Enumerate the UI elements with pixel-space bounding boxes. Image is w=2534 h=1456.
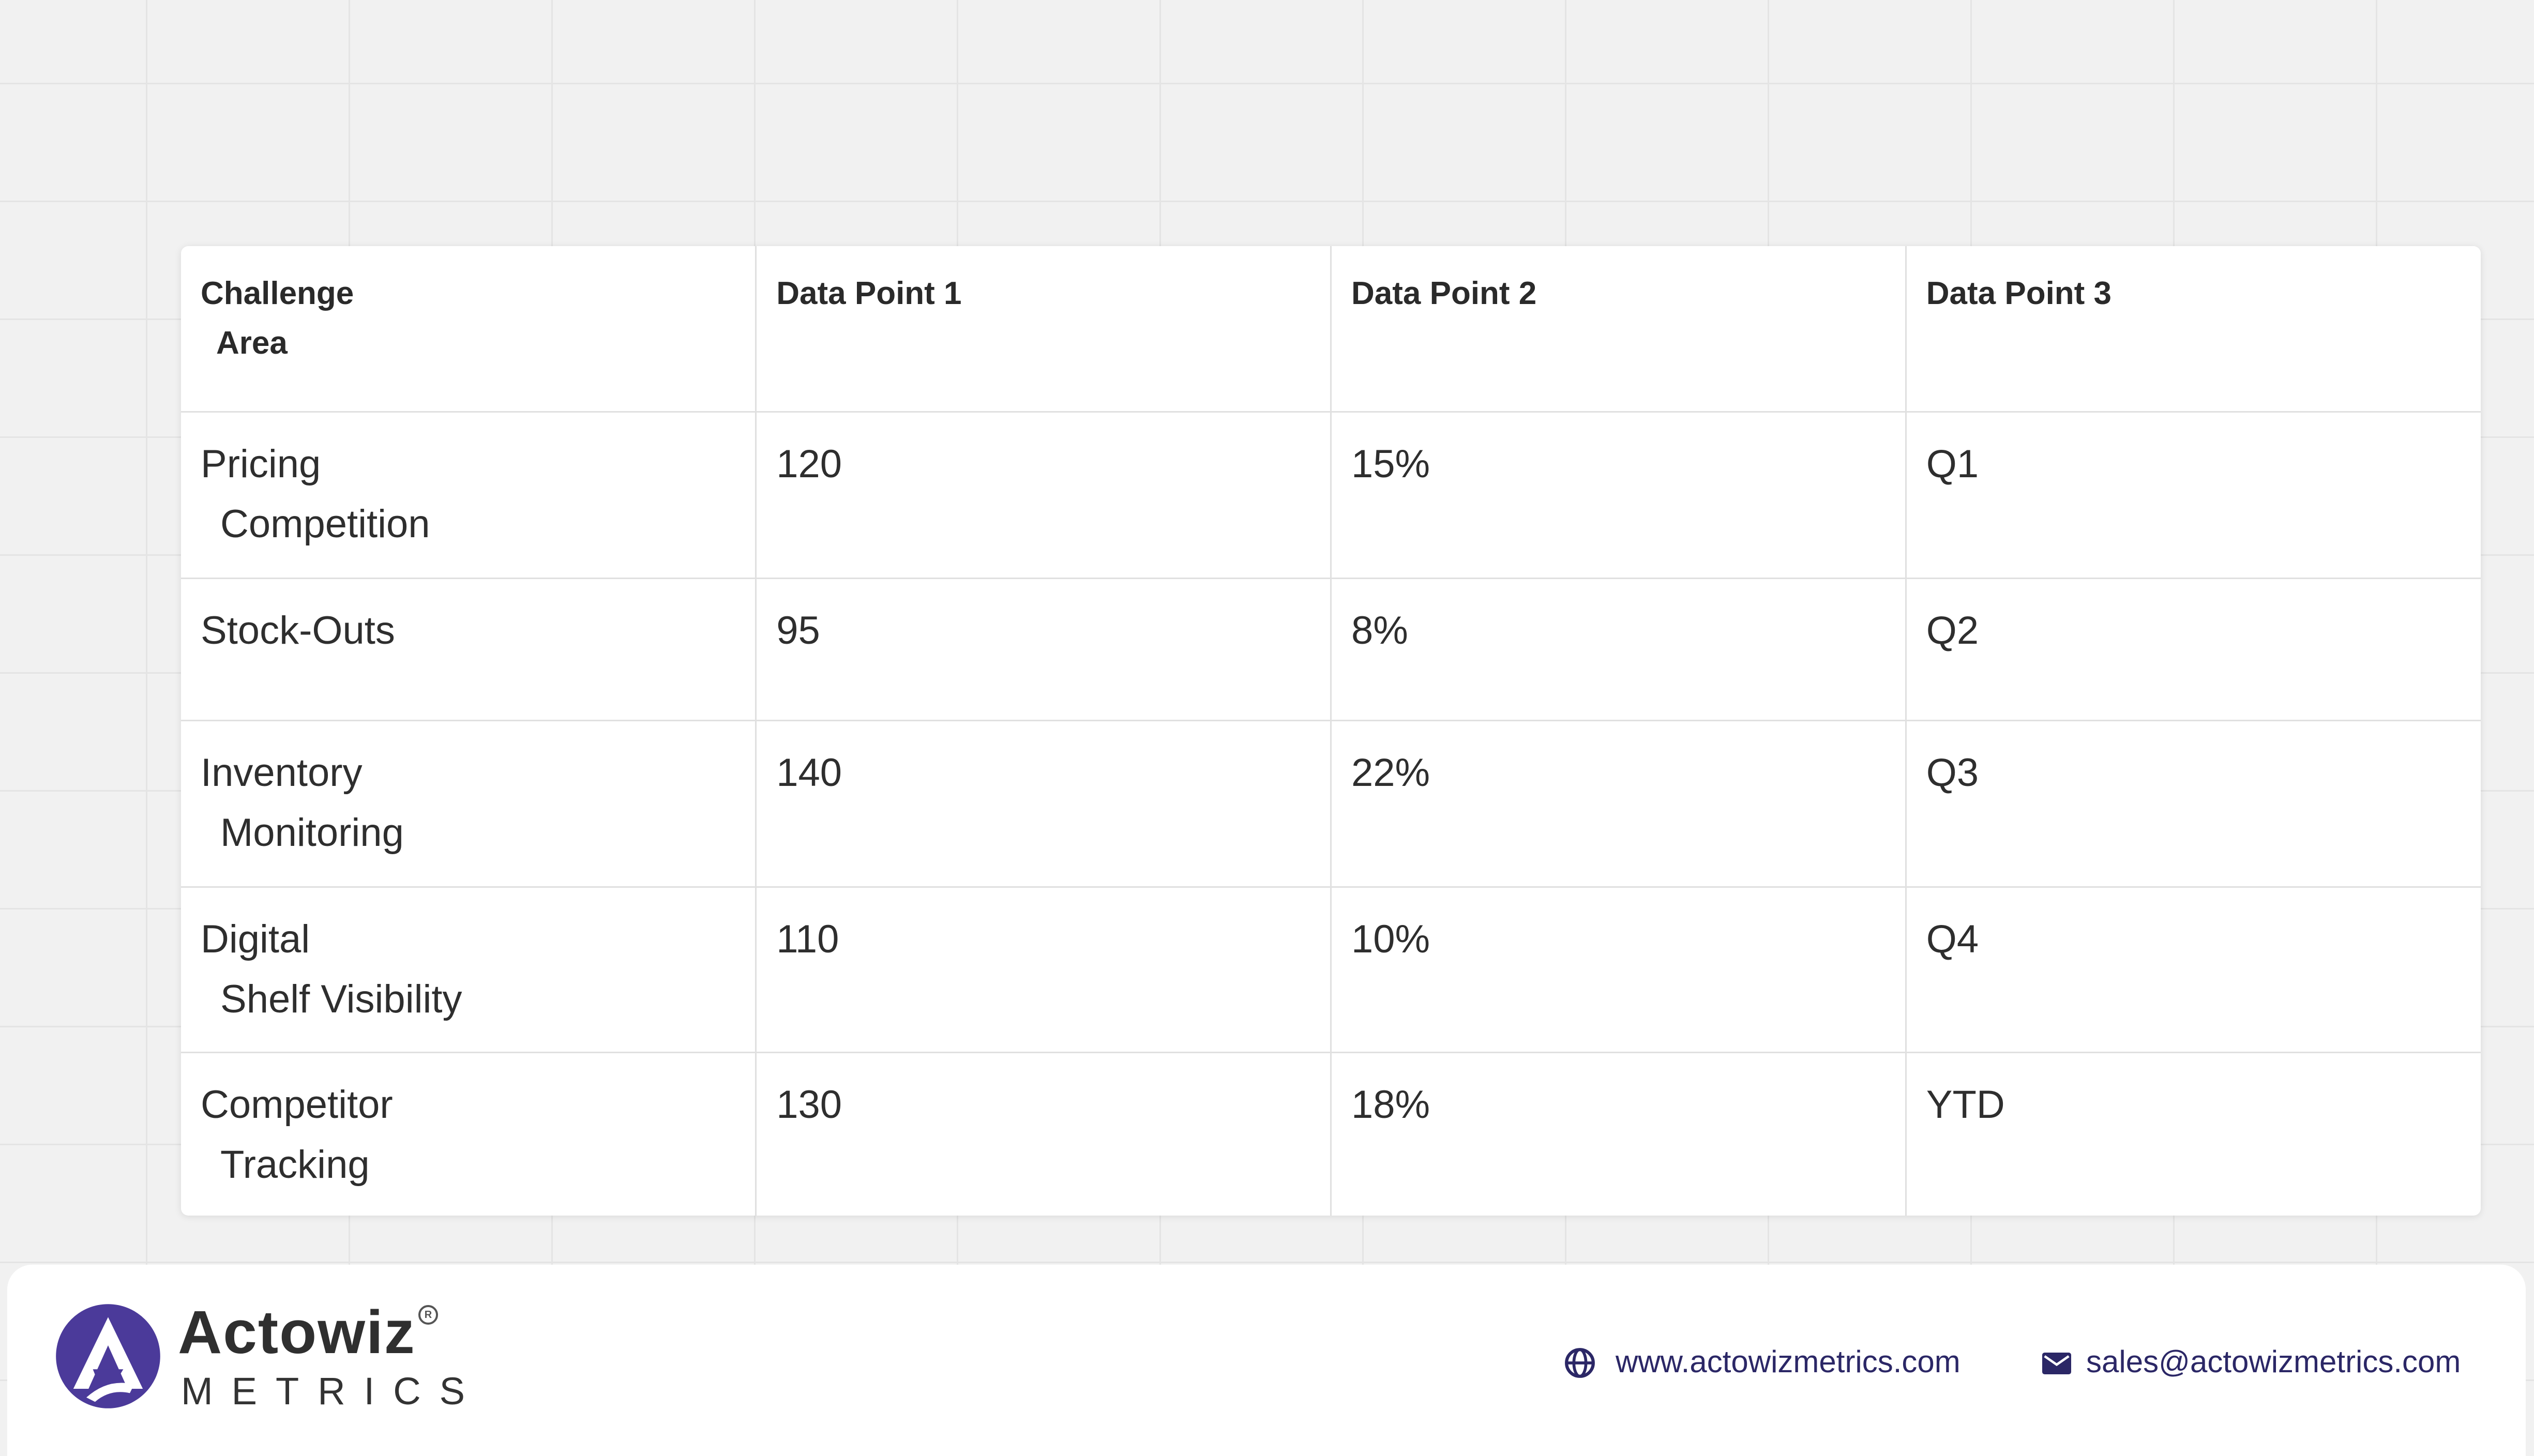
cell-challenge-area: Stock-Outs — [181, 578, 757, 721]
area-line: Tracking — [220, 1142, 370, 1187]
cell-data-point-2: 8% — [1331, 578, 1907, 721]
header-label: Area — [216, 325, 288, 361]
cell-data-point-1: 130 — [756, 1052, 1332, 1216]
header-challenge-area: Challenge Area — [181, 246, 757, 413]
table-row: Inventory Monitoring 140 22% Q3 — [181, 720, 2481, 888]
area-line: Competition — [220, 502, 430, 546]
brand-subtitle: METRICS — [181, 1370, 484, 1413]
cell-data-point-1: 140 — [756, 720, 1332, 888]
cell-data-point-1: 95 — [756, 578, 1332, 721]
table-row: Stock-Outs 95 8% Q2 — [181, 578, 2481, 721]
brand-name: Actowiz — [178, 1298, 416, 1367]
table-row: Competitor Tracking 130 18% YTD — [181, 1052, 2481, 1216]
cell-challenge-area: Inventory Monitoring — [181, 720, 757, 888]
actowiz-logo — [56, 1304, 160, 1408]
area-line: Inventory — [201, 750, 363, 795]
cell-data-point-3: Q4 — [1906, 887, 2481, 1053]
cell-data-point-3: Q2 — [1906, 578, 2481, 721]
globe-icon — [1565, 1348, 1595, 1378]
area-line: Stock-Outs — [201, 608, 395, 653]
email-link[interactable]: sales@actowizmetrics.com — [2086, 1344, 2461, 1379]
cell-data-point-1: 120 — [756, 412, 1332, 579]
area-line: Shelf Visibility — [220, 977, 462, 1021]
header-data-point-1: Data Point 1 — [756, 246, 1332, 413]
cell-challenge-area: Pricing Competition — [181, 412, 757, 579]
area-line: Digital — [201, 917, 310, 961]
header-label: Data Point 3 — [1926, 276, 2112, 311]
footer-bar: Actowiz R METRICS www.actowizmetrics.com… — [7, 1265, 2526, 1456]
header-label: Data Point 2 — [1351, 276, 1537, 311]
area-line: Pricing — [201, 442, 321, 486]
table-header-row: Challenge Area Data Point 1 Data Point 2… — [181, 246, 2481, 413]
cell-challenge-area: Competitor Tracking — [181, 1052, 757, 1216]
registered-trademark-icon: R — [418, 1305, 438, 1325]
cell-data-point-2: 15% — [1331, 412, 1907, 579]
data-table-card: Challenge Area Data Point 1 Data Point 2… — [181, 246, 2481, 1216]
cell-challenge-area: Digital Shelf Visibility — [181, 887, 757, 1053]
cell-data-point-3: YTD — [1926, 1082, 2005, 1127]
cell-data-point-3: Q1 — [1906, 412, 2481, 579]
cell-data-point-1: 110 — [756, 887, 1332, 1053]
header-label: Data Point 1 — [776, 276, 962, 311]
cell-data-point-2: 10% — [1331, 887, 1907, 1053]
challenge-data-table: Challenge Area Data Point 1 Data Point 2… — [181, 246, 2481, 1216]
website-link[interactable]: www.actowizmetrics.com — [1616, 1344, 1960, 1379]
cell-data-point-2: 18% — [1331, 1052, 1907, 1216]
area-line: Competitor — [201, 1082, 393, 1127]
cell-data-point-2: 22% — [1331, 720, 1907, 888]
header-data-point-3: Data Point 3 — [1906, 246, 2481, 413]
header-data-point-2: Data Point 2 — [1331, 246, 1907, 413]
mail-icon — [2042, 1353, 2071, 1374]
area-line: Monitoring — [220, 810, 404, 855]
cell-data-point-3: Q3 — [1906, 720, 2481, 888]
table-row: Pricing Competition 120 15% Q1 — [181, 412, 2481, 579]
table-row: Digital Shelf Visibility 110 10% Q4 — [181, 887, 2481, 1053]
header-label: Challenge — [201, 276, 354, 311]
